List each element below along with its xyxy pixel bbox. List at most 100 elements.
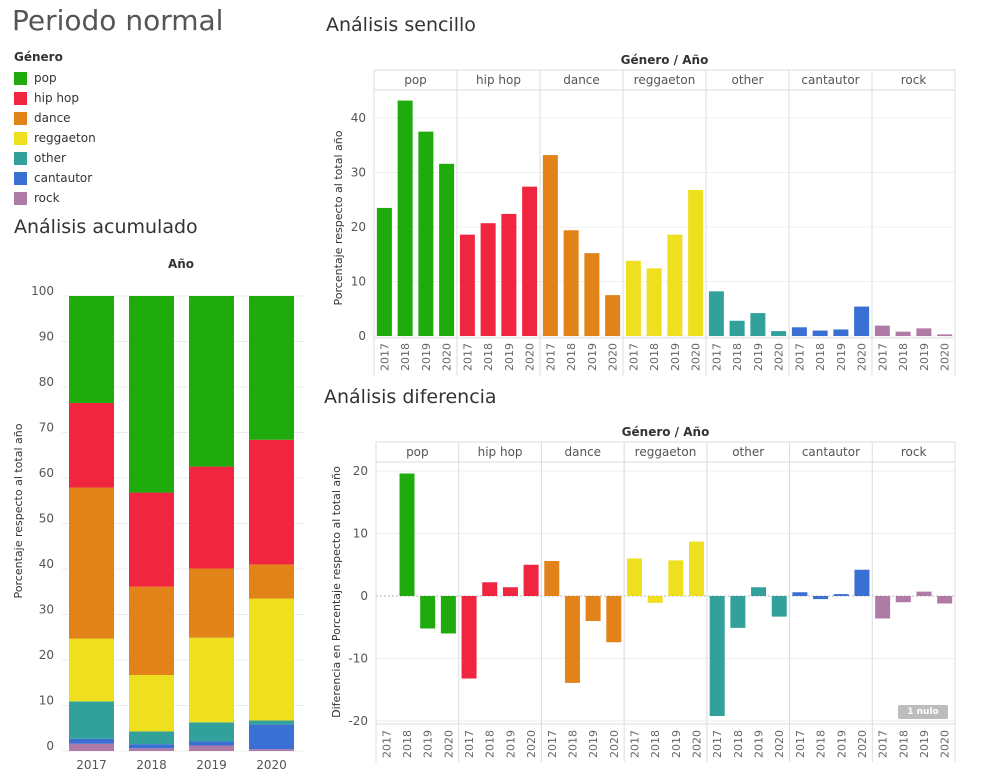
simple-bar-rock-2019	[916, 328, 932, 336]
null-values-badge[interactable]: 1 nulo	[898, 705, 948, 719]
legend-item-reggaeton[interactable]: reggaeton	[14, 128, 96, 148]
page-title: Periodo normal	[12, 4, 224, 37]
simple-bar-cantautor-2020	[854, 306, 870, 336]
diff-bar-dance-2020	[606, 596, 622, 643]
simple-bar-reggaeton-2017	[625, 260, 641, 336]
group-header-rock: rock	[901, 445, 927, 459]
x-tick-label: 2020	[939, 730, 952, 758]
diff-bar-rock-2020	[937, 596, 953, 604]
legend-item-dance[interactable]: dance	[14, 108, 96, 128]
x-tick-label: 2019	[753, 730, 766, 758]
x-tick-label: 2018	[649, 730, 662, 758]
y-tick-label: 20	[39, 648, 54, 662]
legend-item-hip-hop[interactable]: hip hop	[14, 88, 96, 108]
diff-bar-pop-2019	[420, 596, 436, 629]
x-tick-label: 2019	[669, 343, 682, 371]
diff-bar-other-2019	[751, 587, 767, 596]
simple-bar-reggaeton-2020	[688, 189, 704, 336]
simple-x-axis-title: Género / Año	[621, 53, 709, 67]
simple-bar-hip-hop-2017	[459, 234, 475, 336]
group-header-reggaeton: reggaeton	[634, 73, 696, 87]
stacked-bar-segment-pop-2020	[249, 296, 294, 440]
x-tick-label: 2018	[565, 343, 578, 371]
diff-bar-cantautor-2017	[792, 592, 808, 596]
simple-bar-pop-2017	[376, 207, 392, 336]
x-tick-label: 2019	[918, 730, 931, 758]
y-tick-label: 100	[31, 284, 54, 298]
diff-bar-pop-2018	[399, 473, 415, 596]
legend-item-rock[interactable]: rock	[14, 188, 96, 208]
x-tick-label: 2020	[524, 343, 537, 371]
x-tick-label: 2017	[794, 730, 807, 758]
stacked-bar-segment-other-2020	[249, 720, 294, 725]
y-tick-label: 30	[351, 166, 366, 180]
y-tick-label: 0	[360, 589, 368, 603]
legend-label: reggaeton	[34, 131, 96, 145]
y-tick-label: 90	[39, 330, 54, 344]
x-tick-label: 2017	[76, 758, 107, 772]
diff-bar-reggaeton-2017	[626, 558, 642, 596]
y-tick-label: 70	[39, 421, 54, 435]
stacked-bar-segment-hip-hop-2017	[69, 402, 114, 488]
group-header-other: other	[732, 73, 764, 87]
diff-x-axis-title: Género / Año	[622, 425, 710, 439]
x-tick-label: 2017	[461, 343, 474, 371]
x-tick-label: 2018	[897, 730, 910, 758]
x-tick-label: 2019	[835, 343, 848, 371]
x-tick-label: 2018	[484, 730, 497, 758]
stacked-bar-segment-cantautor-2020	[249, 724, 294, 750]
x-tick-label: 2019	[670, 730, 683, 758]
x-tick-label: 2018	[482, 343, 495, 371]
diff-bar-dance-2017	[544, 561, 560, 596]
legend-item-pop[interactable]: pop	[14, 68, 96, 88]
legend-label: cantautor	[34, 171, 93, 185]
x-tick-label: 2018	[897, 343, 910, 371]
diff-bar-hip-hop-2017	[461, 596, 477, 679]
x-tick-label: 2017	[463, 730, 476, 758]
x-tick-label: 2018	[401, 730, 414, 758]
group-header-hip-hop: hip hop	[476, 73, 521, 87]
x-tick-label: 2018	[732, 730, 745, 758]
diff-bar-dance-2019	[585, 596, 601, 621]
stacked-bar-segment-other-2017	[69, 701, 114, 739]
legend-label: rock	[34, 191, 60, 205]
stacked-bar-segment-other-2018	[129, 731, 174, 745]
x-tick-label: 2018	[731, 343, 744, 371]
legend-item-cantautor[interactable]: cantautor	[14, 168, 96, 188]
x-tick-label: 2019	[586, 343, 599, 371]
simple-y-axis-title: Porcentaje respecto al total año	[332, 130, 345, 305]
stacked-bar-segment-hip-hop-2020	[249, 439, 294, 565]
y-tick-label: 20	[353, 464, 368, 478]
diff-bar-pop-2020	[440, 596, 456, 634]
x-tick-label: 2017	[793, 343, 806, 371]
cumulative-x-axis-title: Año	[168, 257, 194, 271]
stacked-bar-segment-other-2019	[189, 722, 234, 742]
simple-bar-hip-hop-2020	[522, 186, 538, 336]
legend-swatch	[14, 71, 27, 85]
x-tick-label: 2018	[815, 730, 828, 758]
stacked-bar-segment-reggaeton-2020	[249, 598, 294, 721]
stacked-bar-segment-reggaeton-2019	[189, 637, 234, 723]
simple-bar-cantautor-2018	[812, 330, 828, 336]
diff-bar-hip-hop-2018	[482, 582, 498, 596]
group-header-dance: dance	[565, 445, 602, 459]
group-header-pop: pop	[406, 445, 429, 459]
stacked-bar-segment-cantautor-2019	[189, 741, 234, 746]
simple-bar-reggaeton-2019	[667, 234, 683, 336]
legend-swatch	[14, 131, 27, 145]
stacked-bar-segment-pop-2017	[69, 296, 114, 403]
stacked-bar-segment-rock-2020	[249, 749, 294, 751]
legend-title: Género	[14, 50, 63, 64]
y-tick-label: 80	[39, 375, 54, 389]
x-tick-label: 2020	[690, 343, 703, 371]
legend-item-other[interactable]: other	[14, 148, 96, 168]
x-tick-label: 2019	[196, 758, 227, 772]
simple-bar-pop-2020	[439, 163, 455, 336]
x-tick-label: 2020	[773, 730, 786, 758]
simple-bar-other-2018	[729, 320, 745, 336]
legend-swatch	[14, 111, 27, 125]
simple-bar-rock-2020	[937, 334, 953, 336]
y-tick-label: 50	[39, 512, 54, 526]
group-header-cantautor: cantautor	[802, 445, 860, 459]
